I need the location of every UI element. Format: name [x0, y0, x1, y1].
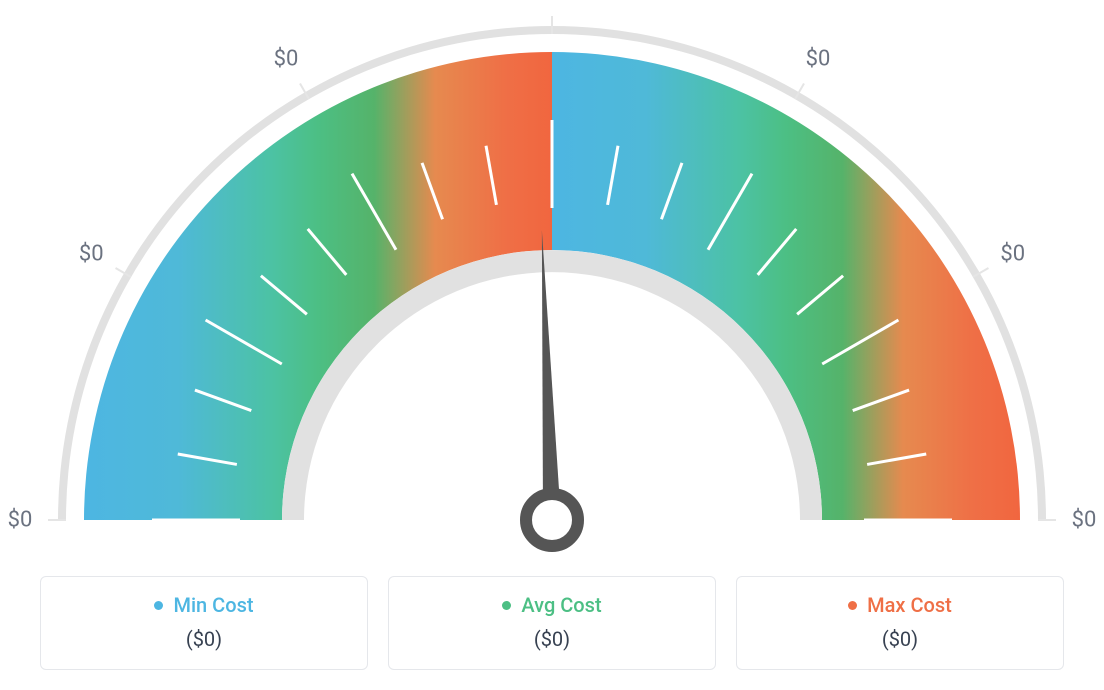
gauge-chart: $0 $0 $0 $0 $0 $0 $0: [0, 0, 1104, 560]
card-avg-label: Avg Cost: [521, 593, 601, 617]
gauge-tick-label: $0: [540, 0, 565, 1]
dot-min-icon: [154, 601, 163, 610]
card-min-title: Min Cost: [51, 593, 357, 617]
dot-max-icon: [848, 601, 857, 610]
gauge-tick-label: $0: [806, 47, 831, 72]
gauge-cost-widget: $0 $0 $0 $0 $0 $0 $0 Min Cost ($0) Avg Cost ($…: [0, 0, 1104, 690]
gauge-tick-label: $0: [79, 242, 104, 267]
card-min-cost: Min Cost ($0): [40, 576, 368, 670]
card-avg-cost: Avg Cost ($0): [388, 576, 716, 670]
card-min-value: ($0): [51, 627, 357, 651]
gauge-tick-label: $0: [1000, 242, 1025, 267]
card-max-cost: Max Cost ($0): [736, 576, 1064, 670]
legend-cards: Min Cost ($0) Avg Cost ($0) Max Cost ($0…: [40, 576, 1064, 670]
gauge-tick-label: $0: [274, 47, 299, 72]
card-max-label: Max Cost: [867, 593, 952, 617]
gauge-svg: [0, 0, 1104, 560]
gauge-tick-label: $0: [1072, 508, 1097, 533]
card-avg-value: ($0): [399, 627, 705, 651]
card-max-value: ($0): [747, 627, 1053, 651]
gauge-tick-label: $0: [8, 508, 33, 533]
dot-avg-icon: [502, 601, 511, 610]
card-min-label: Min Cost: [173, 593, 253, 617]
card-avg-title: Avg Cost: [399, 593, 705, 617]
card-max-title: Max Cost: [747, 593, 1053, 617]
